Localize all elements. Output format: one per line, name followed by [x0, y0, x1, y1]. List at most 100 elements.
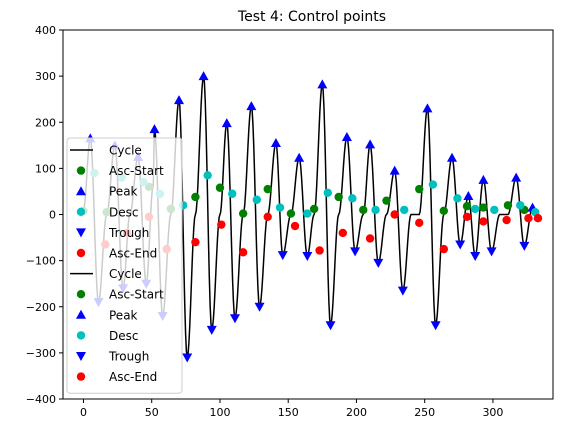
y-tick-label: −100: [26, 255, 56, 268]
peak-marker-13: [389, 165, 400, 175]
trough-marker-11: [350, 247, 361, 257]
trough-marker-6: [229, 314, 240, 324]
legend-cycle-6-label: Cycle: [109, 267, 142, 281]
peak-marker-17: [478, 174, 489, 184]
trough-marker-16: [470, 252, 481, 262]
asc-start-marker-15: [462, 201, 472, 211]
legend-desc-3-swatch: [76, 207, 86, 216]
legend-peak-2-label: Peak: [109, 185, 138, 199]
legend-asc-start-7-swatch: [76, 290, 86, 299]
trough-marker-13: [397, 286, 408, 296]
y-tick-label: 400: [35, 24, 56, 37]
peak-marker-9: [294, 152, 305, 162]
legend: Cycle Asc-Start Peak Desc Trough Asc-End Cycle…: [66, 137, 183, 394]
plot-area: [79, 71, 543, 363]
asc-start-marker-13: [415, 184, 424, 194]
y-tick-label: −400: [26, 393, 56, 406]
legend-peak-2-swatch: [76, 186, 86, 196]
desc-marker-18: [516, 201, 525, 210]
legend-peak-8-swatch: [76, 309, 86, 319]
y-tick-label: −300: [26, 347, 56, 360]
asc-end-marker-6: [238, 248, 248, 257]
x-tick-label: 250: [414, 406, 435, 419]
trough-marker-5: [206, 325, 217, 335]
desc-marker-11: [348, 194, 357, 203]
asc-start-marker-6: [238, 209, 248, 218]
y-tick-label: 200: [35, 116, 56, 129]
legend-trough-10-label: Trough: [108, 350, 149, 364]
trough-marker-10: [325, 321, 336, 331]
asc-start-marker-16: [479, 203, 488, 212]
series-group: [79, 71, 543, 363]
asc-end-marker-9: [315, 246, 324, 255]
legend-cycle-0-label: Cycle: [109, 144, 142, 158]
desc-marker-14: [428, 180, 438, 189]
peak-marker-7: [246, 101, 257, 111]
asc-end-marker-11: [365, 234, 375, 243]
peak-marker-15: [446, 152, 457, 162]
trough-marker-8: [277, 251, 288, 261]
asc-start-marker-11: [359, 205, 368, 215]
asc-end-marker-12: [390, 210, 399, 219]
trough-marker-7: [254, 302, 265, 312]
peak-marker-14: [422, 103, 433, 113]
asc-start-marker-12: [382, 196, 391, 205]
peak-marker-8: [270, 138, 281, 148]
asc-start-marker-14: [439, 206, 449, 216]
x-tick-label: 50: [145, 406, 159, 419]
peak-marker-5: [198, 71, 209, 81]
asc-end-marker-5: [217, 220, 226, 229]
trough-marker-15: [455, 240, 466, 250]
legend-asc-end-11-label: Asc-End: [109, 370, 157, 384]
x-tick-label: 200: [346, 406, 367, 419]
legend-desc-9-swatch: [76, 331, 86, 340]
y-tick-label: −200: [26, 301, 56, 314]
asc-start-marker-17: [503, 201, 513, 210]
desc-marker-12: [371, 205, 380, 215]
trough-marker-17: [486, 247, 497, 257]
asc-start-marker-9: [309, 204, 319, 214]
asc-start-marker-7: [263, 184, 272, 194]
legend-box: [66, 137, 183, 394]
peak-marker-18: [511, 172, 522, 182]
legend-trough-10-swatch: [76, 352, 86, 361]
trough-marker-12: [373, 258, 384, 268]
asc-end-marker-7: [263, 212, 272, 222]
legend-asc-end-5-swatch: [76, 248, 86, 258]
asc-end-marker-13: [415, 218, 424, 228]
asc-end-marker-19: [533, 213, 543, 223]
desc-marker-8: [275, 203, 285, 212]
asc-end-marker-16: [479, 217, 488, 226]
asc-start-marker-10: [334, 192, 343, 202]
trough-marker-4: [182, 353, 193, 363]
legend-trough-4-label: Trough: [108, 226, 149, 240]
legend-desc-3-label: Desc: [109, 205, 138, 219]
legend-desc-9-label: Desc: [109, 329, 138, 343]
x-tick-label: 150: [278, 406, 299, 419]
legend-asc-start-7-label: Asc-Start: [109, 288, 164, 302]
legend-asc-start-1-swatch: [76, 166, 86, 175]
asc-start-marker-5: [215, 183, 225, 192]
trough-marker-18: [519, 241, 530, 251]
x-tick-label: 0: [80, 406, 87, 419]
peak-marker-10: [317, 79, 328, 89]
asc-start-marker-8: [286, 209, 296, 218]
legend-peak-8-label: Peak: [109, 308, 138, 322]
chart-title: Test 4: Control points: [237, 9, 386, 25]
asc-end-marker-14: [439, 244, 449, 254]
desc-marker-16: [471, 204, 480, 214]
axes: 0 50 100 150 200 250 300 −400 −300 −200 −100 0 100 20…: [26, 24, 554, 419]
asc-end-marker-15: [462, 212, 472, 222]
y-tick-label: 0: [49, 209, 56, 222]
asc-end-marker-17: [502, 215, 511, 225]
x-tick-label: 300: [482, 406, 503, 419]
legend-asc-end-5-label: Asc-End: [109, 247, 157, 261]
asc-start-marker-4: [191, 192, 200, 202]
y-tick-label: 100: [35, 162, 56, 175]
desc-marker-6: [228, 189, 237, 198]
peak-marker-6: [221, 118, 232, 128]
peak-marker-11: [341, 132, 352, 142]
desc-marker-9: [303, 209, 312, 218]
legend-asc-start-1-label: Asc-Start: [109, 164, 164, 178]
x-tick-label: 100: [209, 406, 230, 419]
